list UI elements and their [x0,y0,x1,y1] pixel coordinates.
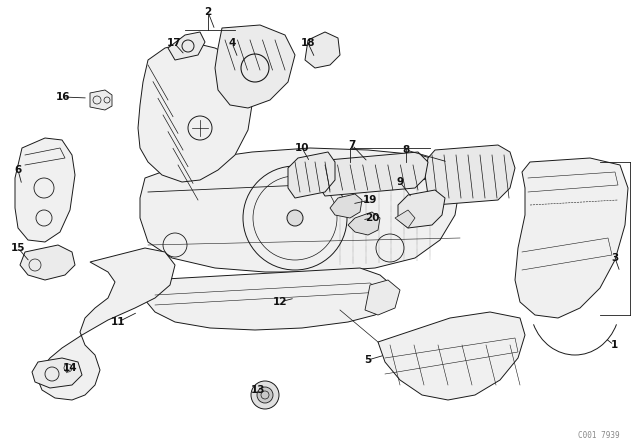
Polygon shape [145,268,395,330]
Polygon shape [32,358,82,388]
Polygon shape [365,280,400,315]
Text: 15: 15 [11,243,25,253]
Text: 19: 19 [363,195,377,205]
Polygon shape [140,148,460,272]
Text: 10: 10 [295,143,309,153]
Circle shape [287,210,303,226]
Polygon shape [15,138,75,242]
Polygon shape [20,245,75,280]
Circle shape [257,387,273,403]
Text: 16: 16 [56,92,70,102]
Text: 2: 2 [204,7,212,17]
Text: 8: 8 [403,145,410,155]
Polygon shape [215,25,295,108]
Text: 17: 17 [166,38,181,48]
Polygon shape [515,158,628,318]
Text: 1: 1 [611,340,618,350]
Polygon shape [318,152,428,196]
Text: 6: 6 [14,165,22,175]
Polygon shape [168,32,205,60]
Text: 14: 14 [63,363,77,373]
Polygon shape [398,190,445,228]
Text: 9: 9 [396,177,404,187]
Polygon shape [378,312,525,400]
Text: 12: 12 [273,297,287,307]
Text: 5: 5 [364,355,372,365]
Polygon shape [38,248,175,400]
Polygon shape [288,152,335,198]
Text: 4: 4 [228,38,236,48]
Polygon shape [395,210,415,228]
Text: 18: 18 [301,38,316,48]
Text: 11: 11 [111,317,125,327]
Text: 20: 20 [365,213,380,223]
Text: 13: 13 [251,385,265,395]
Text: 3: 3 [611,253,619,263]
Polygon shape [348,212,380,235]
Polygon shape [330,194,362,218]
Text: C001 7939: C001 7939 [579,431,620,440]
Circle shape [251,381,279,409]
Text: 7: 7 [348,140,356,150]
Polygon shape [305,32,340,68]
Polygon shape [90,90,112,110]
Polygon shape [138,42,252,182]
Polygon shape [425,145,515,205]
